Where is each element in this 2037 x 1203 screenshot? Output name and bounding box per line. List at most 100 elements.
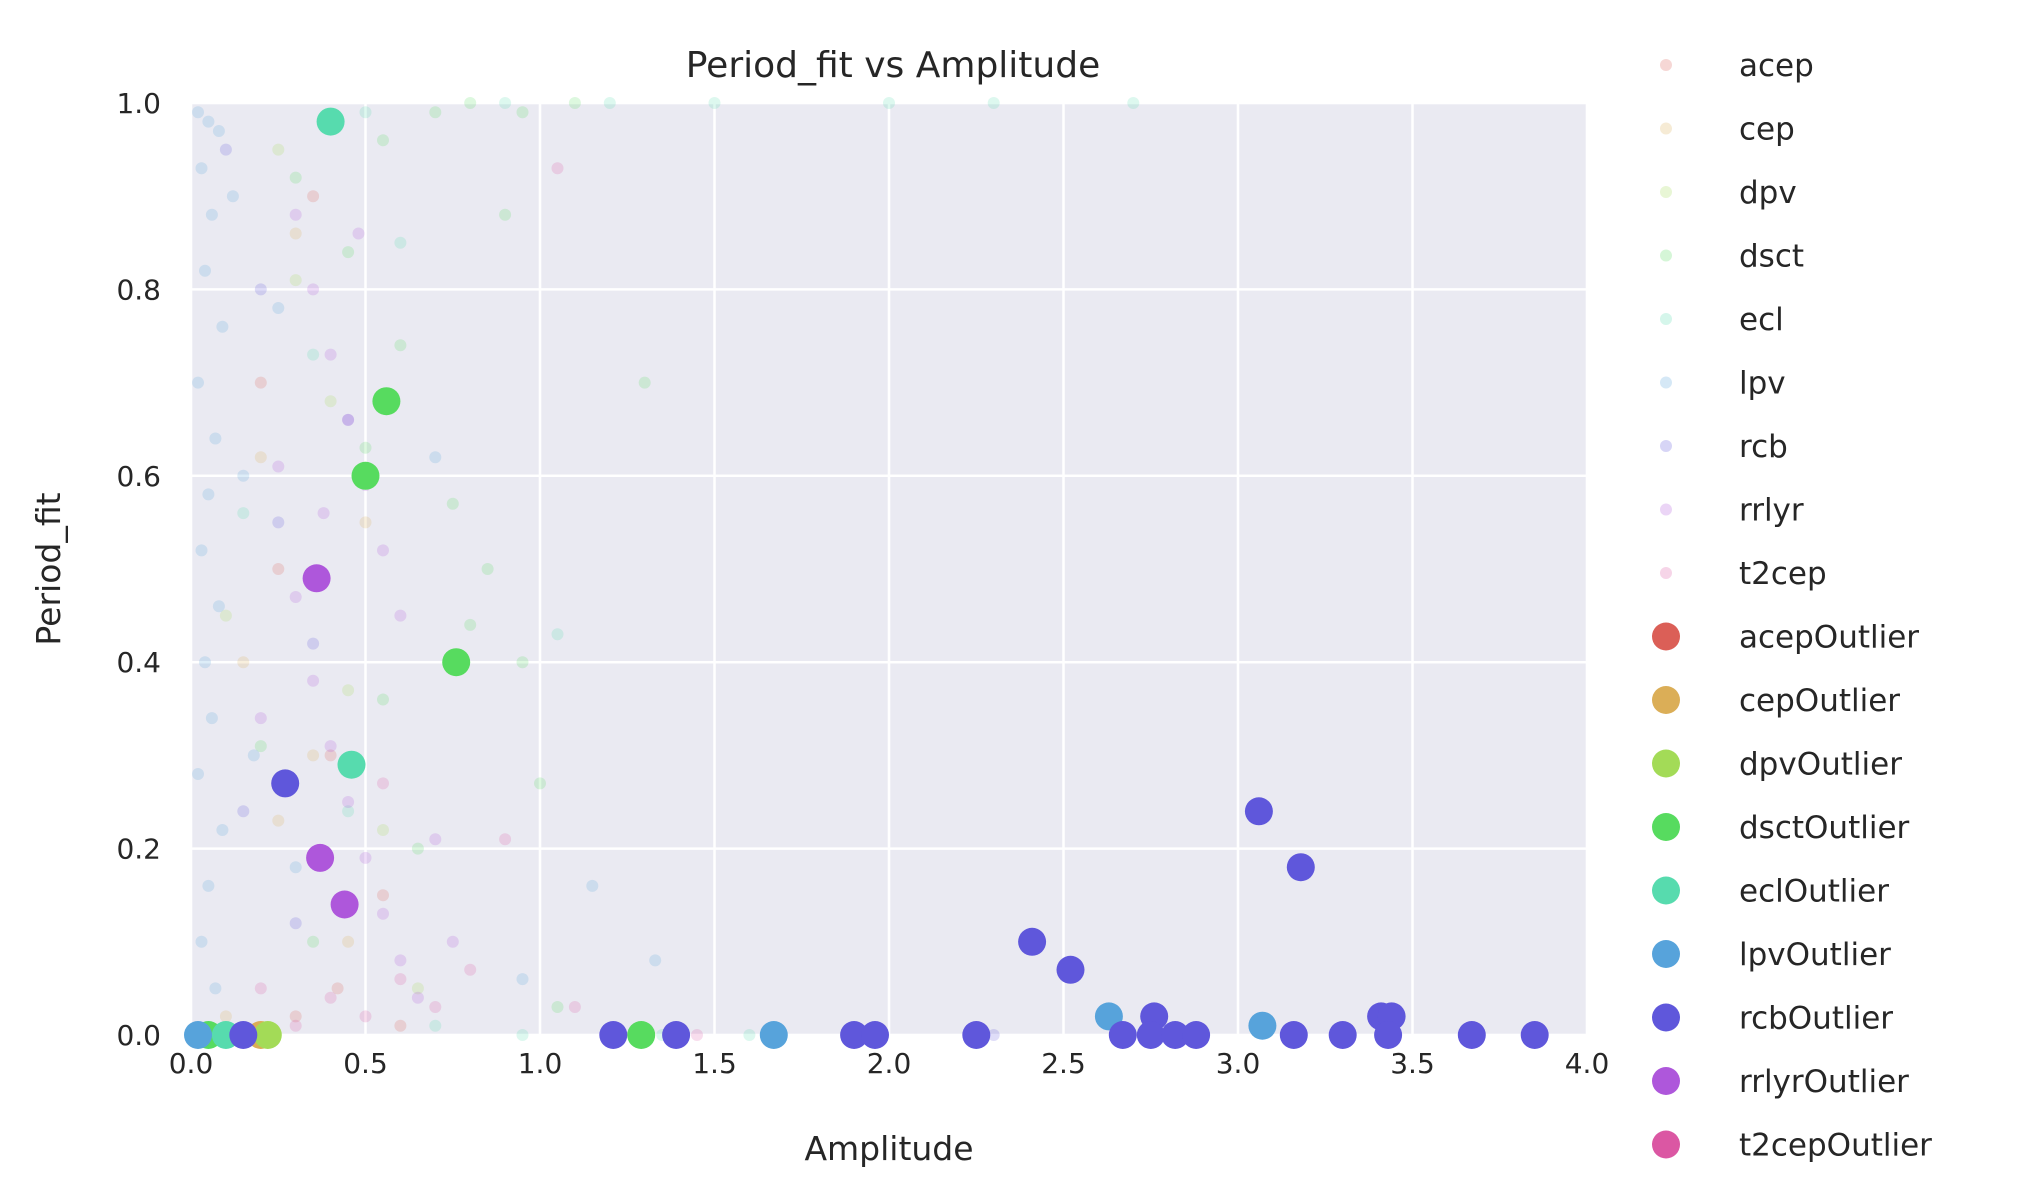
legend-label: rcb xyxy=(1739,429,1788,465)
dsct-point xyxy=(429,106,442,119)
dsct-point xyxy=(534,777,546,790)
t2cep-point xyxy=(289,1019,302,1032)
lpv-point xyxy=(516,973,529,986)
legend-label: dpvOutlier xyxy=(1739,747,1902,783)
lpvOutlier-point xyxy=(759,1021,788,1049)
ecl-point xyxy=(987,97,1000,109)
acep-point xyxy=(254,376,267,389)
x-tick-label: 3.5 xyxy=(1390,1047,1435,1080)
rcb-point xyxy=(219,143,232,156)
dsct-point xyxy=(394,339,407,352)
legend-item: t2cep xyxy=(1660,556,1827,592)
legend-item: cep xyxy=(1660,112,1795,148)
lpv-point xyxy=(212,600,225,613)
dpv-point xyxy=(377,824,389,836)
y-tick-label: 0.8 xyxy=(116,273,161,306)
cep-point xyxy=(359,516,372,529)
legend-item: t2cepOutlier xyxy=(1652,1128,1932,1164)
rcbOutlier-point xyxy=(1328,1021,1357,1049)
legend-label: acep xyxy=(1739,48,1814,84)
dsct-point xyxy=(289,171,302,184)
lpv-point xyxy=(195,162,208,175)
rrlyr-point xyxy=(307,283,320,296)
lpv-point xyxy=(199,264,211,277)
ecl-point xyxy=(307,348,320,361)
ecl-point xyxy=(499,97,512,109)
rcbOutlier-point xyxy=(1520,1021,1549,1049)
rcbOutlier-point xyxy=(861,1021,889,1049)
dsct-point xyxy=(551,1001,564,1013)
chart-title: Period_fit vs Amplitude xyxy=(686,45,1100,86)
rcbOutlier-point xyxy=(1056,955,1085,984)
cep-point xyxy=(342,935,355,948)
dsct-point xyxy=(464,618,477,631)
rcbOutlier-point xyxy=(599,1021,628,1049)
rcb-point xyxy=(987,1029,1000,1041)
legend-item: lpvOutlier xyxy=(1652,937,1891,973)
rcb-point xyxy=(254,283,267,296)
legend-label: t2cepOutlier xyxy=(1739,1128,1932,1164)
eclOutlier-point xyxy=(337,750,366,779)
legend-item: dsctOutlier xyxy=(1652,810,1910,846)
legend-marker xyxy=(1652,940,1680,968)
legend-item: lpv xyxy=(1660,366,1786,402)
legend-label: t2cep xyxy=(1739,556,1827,592)
legend-item: cepOutlier xyxy=(1652,683,1900,719)
ecl-point xyxy=(603,97,616,109)
legend-item: rrlyrOutlier xyxy=(1652,1064,1909,1100)
dsct-point xyxy=(254,740,267,753)
lpv-point xyxy=(202,115,215,128)
x-tick-label: 2.5 xyxy=(1041,1047,1086,1080)
rrlyr-point xyxy=(289,208,302,221)
lpv-point xyxy=(192,376,204,389)
x-tick-label: 2.0 xyxy=(867,1047,912,1080)
y-tick-label: 1.0 xyxy=(116,87,161,120)
legend: acep cep dpv dsct ecl lpv rcb rrlyr t2cep acepOut… xyxy=(1652,48,1932,1164)
lpv-point xyxy=(289,861,302,874)
rrlyr-point xyxy=(324,348,337,361)
rrlyrOutlier-point xyxy=(306,843,335,872)
dsct-point xyxy=(464,97,477,109)
rcb-point xyxy=(272,516,285,529)
rcb-point xyxy=(342,413,355,426)
dsct-point xyxy=(377,693,389,706)
legend-label: lpv xyxy=(1739,366,1786,402)
dsct-point xyxy=(516,656,529,669)
legend-marker xyxy=(1660,122,1672,135)
ecl-point xyxy=(516,1029,529,1041)
lpvOutlier-point xyxy=(184,1021,212,1049)
dsctOutlier-point xyxy=(351,461,380,490)
rrlyr-point xyxy=(377,907,389,920)
lpv-point xyxy=(202,879,215,892)
lpv-point xyxy=(205,712,218,725)
rrlyrOutlier-point xyxy=(302,564,331,593)
rrlyr-point xyxy=(289,591,302,603)
legend-marker xyxy=(1652,686,1680,714)
lpv-point xyxy=(209,982,222,995)
rrlyr-point xyxy=(272,460,285,473)
legend-item: rcbOutlier xyxy=(1652,1001,1893,1037)
legend-item: rrlyr xyxy=(1660,493,1804,529)
legend-marker xyxy=(1660,503,1672,516)
t2cep-point xyxy=(377,777,389,790)
rrlyr-point xyxy=(394,954,407,967)
dsct-point xyxy=(359,441,372,454)
dsctOutlier-point xyxy=(372,387,401,416)
t2cep-point xyxy=(324,991,337,1004)
legend-item: eclOutlier xyxy=(1652,874,1889,910)
lpv-point xyxy=(216,320,229,333)
dsct-point xyxy=(342,246,355,259)
rrlyr-point xyxy=(446,935,459,948)
ecl-point xyxy=(237,507,250,520)
y-axis-label: Period_fit xyxy=(29,492,68,645)
legend-label: acepOutlier xyxy=(1739,620,1919,656)
rcb-point xyxy=(237,805,250,818)
legend-label: lpvOutlier xyxy=(1739,937,1891,973)
lpv-point xyxy=(199,656,211,669)
legend-marker xyxy=(1660,186,1672,198)
rcbOutlier-point xyxy=(1457,1021,1486,1049)
y-tick-labels: 0.0 0.2 0.4 0.6 0.8 1.0 xyxy=(116,87,161,1052)
ecl-point xyxy=(359,106,372,119)
lpv-point xyxy=(237,469,250,482)
